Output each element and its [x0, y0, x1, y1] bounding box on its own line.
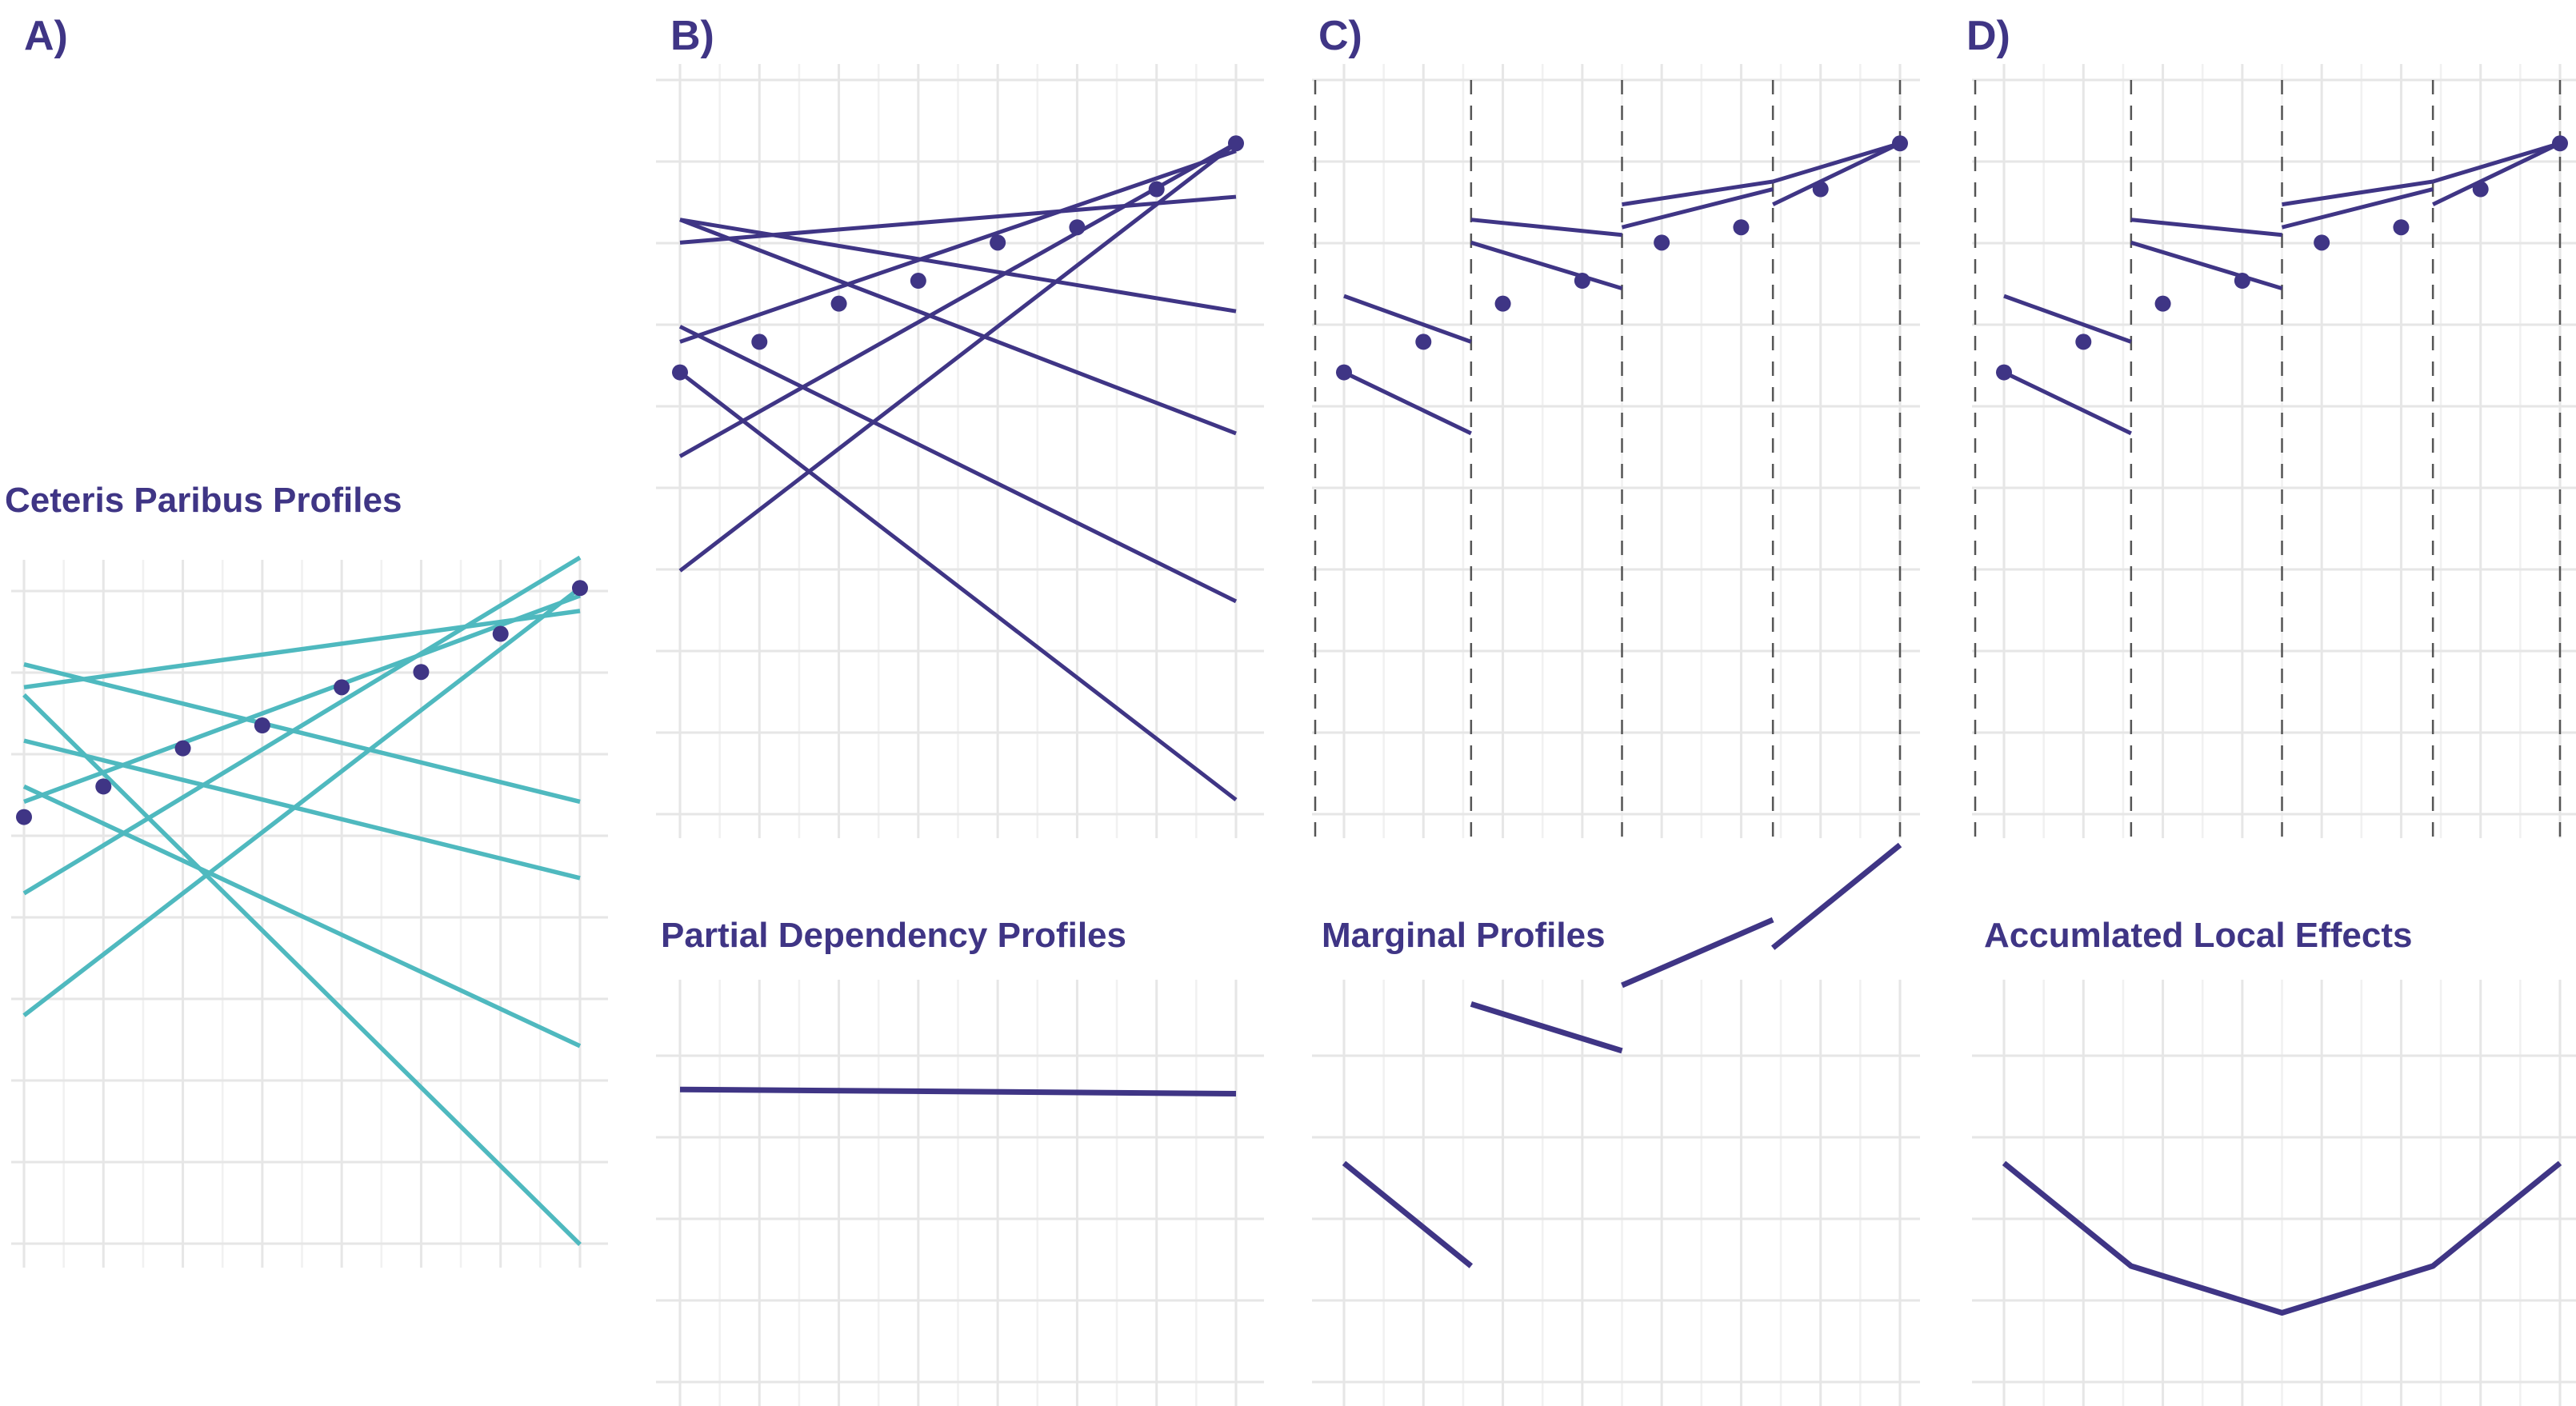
observation-point-5 — [413, 664, 430, 681]
observation-point-6 — [2472, 181, 2489, 198]
series-line-5 — [22, 586, 582, 1017]
chart-c-bottom — [1312, 842, 1920, 1406]
series-line-3 — [1470, 218, 1622, 238]
series-line-3 — [2130, 218, 2282, 238]
observation-point-0 — [1336, 364, 1352, 381]
series-line-6 — [1772, 142, 1902, 206]
chart-d-bottom — [1972, 980, 2576, 1406]
series-line-0 — [679, 1086, 1237, 1096]
observation-point-1 — [751, 334, 768, 350]
panel-letter-a: A) — [24, 13, 68, 59]
title-accumulated-local-effects: Accumlated Local Effects — [1984, 916, 2413, 955]
series-line-3 — [1770, 842, 1902, 950]
series-line-7 — [678, 142, 1238, 573]
observation-point-6 — [492, 625, 509, 642]
series-line-0 — [2002, 370, 2132, 436]
observation-point-4 — [990, 234, 1006, 251]
observation-point-2 — [830, 295, 847, 312]
observation-point-5 — [1069, 219, 1086, 236]
observation-point-7 — [1892, 135, 1908, 152]
series-line-5 — [2282, 179, 2434, 207]
series-line-2 — [23, 662, 581, 805]
series-line-1 — [1343, 294, 1472, 344]
series-line-4 — [23, 609, 581, 690]
observation-point-3 — [2234, 273, 2250, 290]
title-partial-dependency: Partial Dependency Profiles — [661, 916, 1126, 955]
series-line-1 — [2003, 294, 2132, 344]
observation-point-5 — [1733, 219, 1750, 236]
series-line-0 — [678, 370, 1238, 801]
observation-point-0 — [672, 364, 688, 381]
observation-point-2 — [174, 740, 191, 757]
chart-b-bottom — [656, 980, 1264, 1406]
series-line-2 — [1621, 917, 1774, 989]
observation-point-5 — [2393, 219, 2410, 236]
panel-letter-c: C) — [1318, 13, 1362, 59]
series-line-4 — [2281, 187, 2434, 230]
series-line-7 — [2432, 141, 2561, 184]
observation-point-3 — [1574, 273, 1590, 290]
series-line-2 — [679, 218, 1237, 436]
series-line-0 — [1342, 370, 1472, 436]
observation-point-1 — [1415, 334, 1432, 350]
observation-point-3 — [910, 273, 926, 290]
series-line-1 — [1470, 1001, 1623, 1054]
observation-point-7 — [572, 580, 588, 597]
observation-point-7 — [1228, 135, 1244, 152]
chart-d — [1972, 64, 2576, 838]
observation-point-7 — [2552, 135, 2568, 152]
observation-point-4 — [1654, 234, 1670, 251]
title-ceteris-paribus: Ceteris Paribus Profiles — [5, 481, 402, 520]
observation-point-6 — [1148, 181, 1165, 198]
observation-point-6 — [1812, 181, 1829, 198]
series-line-0 — [1342, 1160, 1474, 1268]
series-line-4 — [679, 194, 1237, 245]
series-line-6 — [2432, 142, 2562, 206]
chart-a — [11, 555, 608, 1268]
observation-point-2 — [1494, 295, 1511, 312]
series-line-0 — [2002, 1160, 2562, 1316]
series-line-4 — [1621, 187, 1774, 230]
observation-point-2 — [2154, 295, 2171, 312]
chart-c — [1312, 64, 1920, 838]
series-line-1 — [22, 784, 582, 1049]
observation-point-1 — [95, 778, 112, 795]
series-line-0 — [22, 693, 582, 1246]
observation-point-0 — [16, 809, 32, 825]
observation-point-3 — [254, 717, 270, 734]
series-line-6 — [678, 142, 1238, 458]
plot-area — [11, 64, 2576, 1406]
chart-b — [656, 64, 1264, 838]
panel-letter-d: D) — [1966, 13, 2010, 59]
series-line-5 — [1622, 179, 1774, 207]
observation-point-4 — [2314, 234, 2330, 251]
series-line-2 — [2130, 240, 2283, 290]
series-line-1 — [678, 325, 1238, 604]
title-marginal-profiles: Marginal Profiles — [1322, 916, 1606, 955]
series-line-2 — [1470, 240, 1623, 290]
observation-point-1 — [2075, 334, 2092, 350]
series-line-5 — [679, 149, 1237, 344]
panel-letter-b: B) — [670, 13, 714, 59]
series-line-7 — [23, 593, 581, 805]
observation-point-4 — [334, 679, 350, 696]
series-line-6 — [22, 555, 582, 896]
series-line-3 — [23, 738, 581, 881]
series-line-7 — [1772, 141, 1901, 184]
observation-point-0 — [1996, 364, 2012, 381]
